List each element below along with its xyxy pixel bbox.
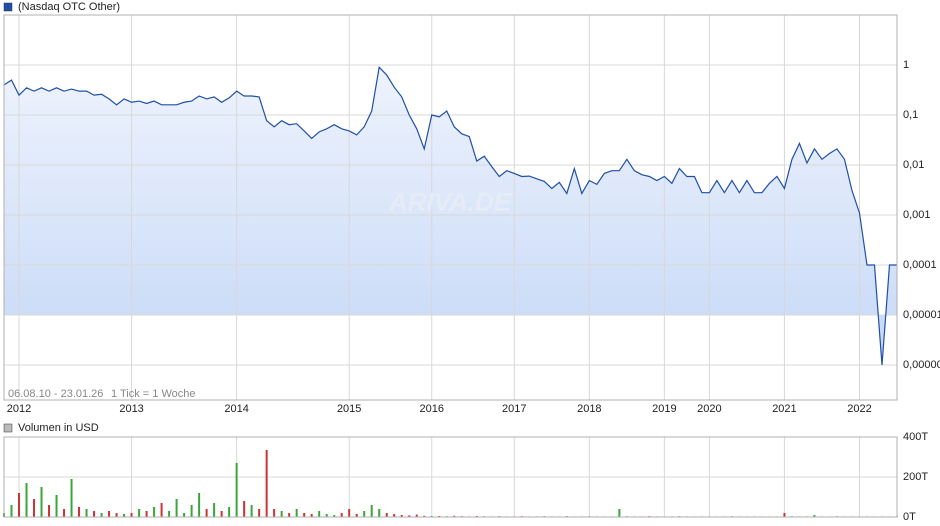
volume-bar [123,514,126,517]
volume-bar [303,513,306,517]
legend-label: (Nasdaq OTC Other) [18,1,120,13]
volume-bar [378,509,381,517]
volume-bar [168,511,171,517]
volume-bar [175,499,178,517]
x-tick-label: 2020 [697,403,721,415]
y-tick-label: 0,001 [903,209,931,221]
volume-bar [108,511,111,517]
y-tick-label: 0T [903,511,916,523]
watermark: ARIVA.DE [388,187,512,217]
x-tick-label: 2015 [337,403,361,415]
volume-bar [250,505,253,517]
x-tick-label: 2021 [772,403,796,415]
volume-bar [288,513,291,517]
volume-bar [138,509,141,517]
volume-bar [130,513,133,517]
volume-bar [25,483,28,517]
volume-bar [325,514,328,517]
y-tick-label: 0,000001 [903,359,940,371]
volume-bar [363,511,366,517]
volume-bar [265,450,268,517]
y-tick-label: 400T [903,431,928,443]
volume-bar [18,493,21,517]
x-tick-label: 2019 [652,403,676,415]
volume-bar [85,509,88,517]
legend-swatch [3,423,13,433]
volume-bar [55,495,58,517]
x-tick-label: 2018 [577,403,601,415]
plot-frame [3,436,898,518]
legend-label: Volumen in USD [18,422,99,434]
volume-bar [370,505,373,517]
volume-bar [93,511,96,517]
volume-bar [48,505,51,517]
volume-bar [310,514,313,517]
volume-bar [63,509,66,517]
volume-bar [198,493,201,517]
y-tick-label: 0,01 [903,159,924,171]
volume-bar [385,513,388,517]
y-tick-label: 1 [903,59,909,71]
volume-bar [415,514,418,517]
volume-bar [783,513,786,517]
x-tick-label: 2014 [224,403,248,415]
volume-bar [10,505,13,517]
volume-bar [235,463,238,517]
volume-bar [280,511,283,517]
volume-bar [618,509,621,517]
x-tick-label: 2016 [419,403,443,415]
volume-bar [355,514,358,517]
volume-bar [220,511,223,517]
volume-bar [400,515,403,517]
volume-bar [243,501,246,517]
volume-bar [205,509,208,517]
y-tick-label: 0,00001 [903,309,940,321]
x-tick-label: 2022 [847,403,871,415]
volume-bar [333,515,336,517]
volume-bar [228,507,231,517]
x-tick-label: 2017 [502,403,526,415]
volume-bar [40,487,43,517]
volume-bar [393,514,396,517]
volume-bar [70,479,73,517]
volume-bar [340,513,343,517]
volume-bar [813,515,816,517]
volume-bar [153,507,156,517]
volume-bar [318,511,321,517]
legend-swatch [3,2,13,12]
volume-bar [115,513,118,517]
y-tick-label: 0,0001 [903,259,937,271]
volume-bar [183,513,186,517]
volume-bar [190,505,193,517]
plot-frame [3,14,898,401]
volume-bar [78,507,81,517]
volume-bar [145,511,148,517]
y-tick-label: 0,1 [903,109,918,121]
volume-bar [453,515,456,517]
area [4,67,897,366]
volume-bar [423,515,426,517]
x-tick-label: 2012 [7,403,31,415]
volume-bar [408,515,411,517]
price-line [3,66,897,366]
volume-bar [258,509,261,517]
volume-bar [273,509,276,517]
x-tick-label: 2013 [119,403,143,415]
y-tick-label: 200T [903,471,928,483]
date-range: 06.08.10 - 23.01.26 [8,388,103,400]
volume-bar [100,513,103,517]
volume-bar [295,509,298,517]
volume-bar [160,503,163,517]
volume-bar [213,503,216,517]
tick-note: 1 Tick = 1 Woche [111,388,195,400]
volume-bar [348,509,351,517]
volume-bar [33,499,36,517]
